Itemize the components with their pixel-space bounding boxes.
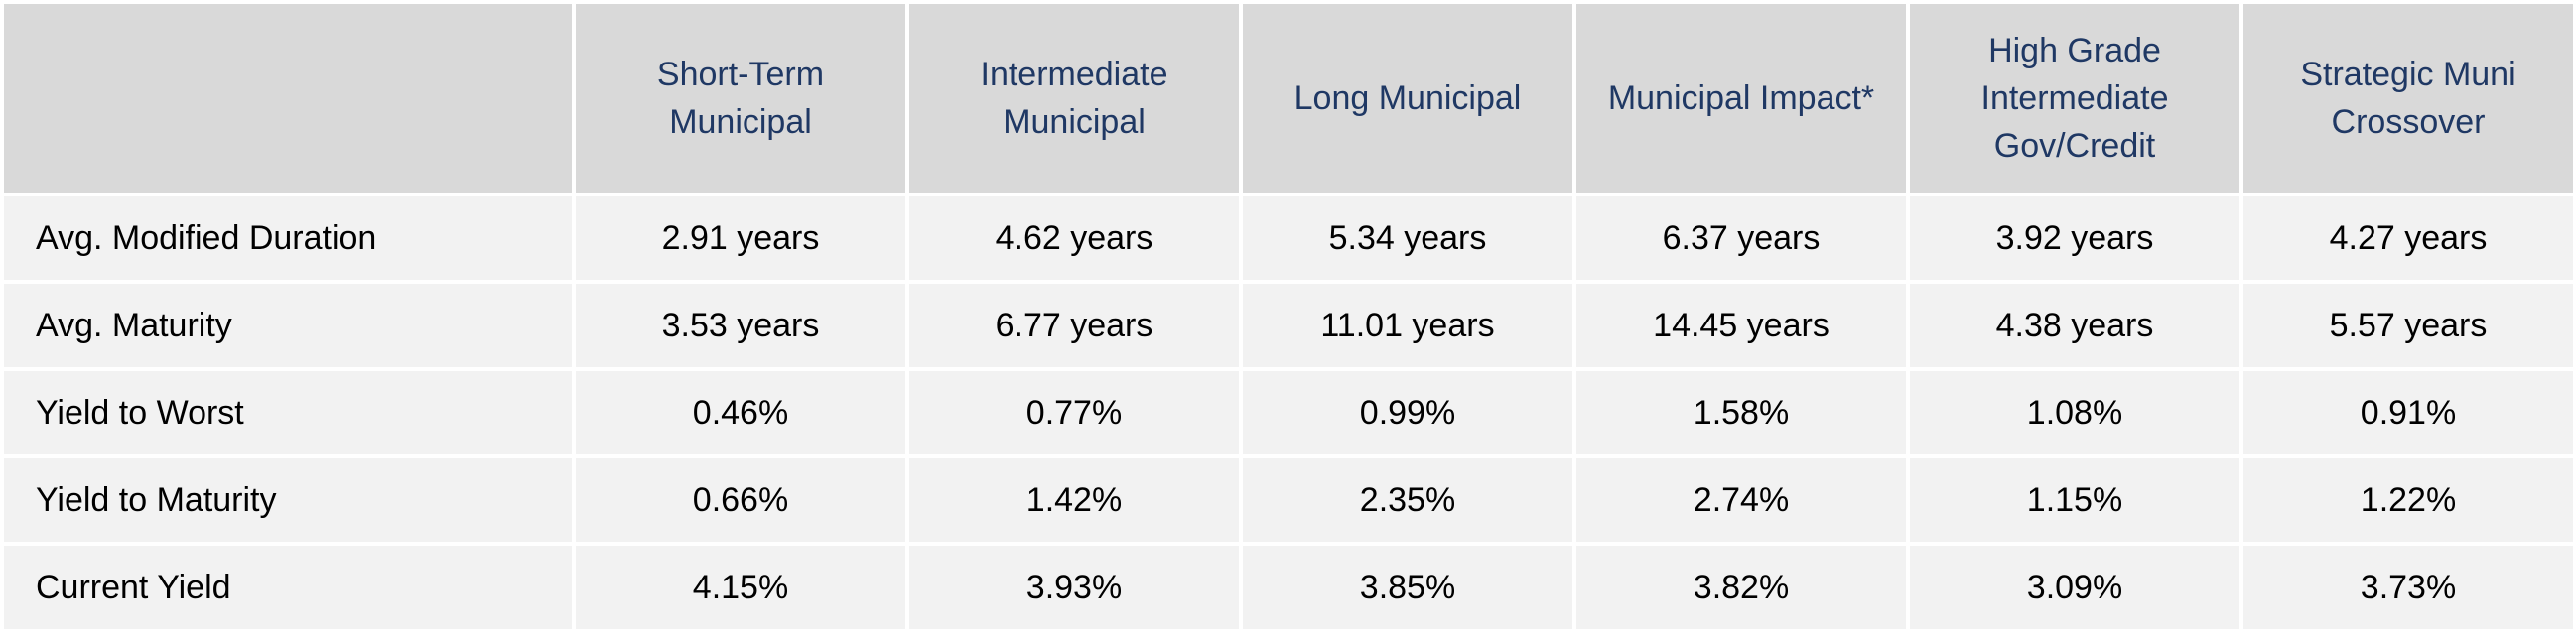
table-cell: 0.46% <box>576 371 905 454</box>
table-cell: 6.77 years <box>909 284 1239 367</box>
table-cell: 3.93% <box>909 546 1239 629</box>
table-cell: 1.58% <box>1576 371 1906 454</box>
column-header-long-municipal: Long Municipal <box>1243 4 1572 193</box>
table-cell: 3.92 years <box>1910 196 2239 280</box>
table-cell: 5.57 years <box>2243 284 2573 367</box>
column-header-intermediate-municipal: Intermediate Municipal <box>909 4 1239 193</box>
table-cell: 3.73% <box>2243 546 2573 629</box>
table-row: Avg. Maturity 3.53 years 6.77 years 11.0… <box>4 284 2573 367</box>
table-row: Avg. Modified Duration 2.91 years 4.62 y… <box>4 196 2573 280</box>
table-cell: 4.38 years <box>1910 284 2239 367</box>
table-row: Yield to Worst 0.46% 0.77% 0.99% 1.58% 1… <box>4 371 2573 454</box>
column-header-short-term-municipal: Short-Term Municipal <box>576 4 905 193</box>
table-cell: 2.91 years <box>576 196 905 280</box>
table-cell: 3.85% <box>1243 546 1572 629</box>
table-cell: 4.62 years <box>909 196 1239 280</box>
column-header-strategic-muni-crossover: Strategic Muni Crossover <box>2243 4 2573 193</box>
table-cell: 3.53 years <box>576 284 905 367</box>
table-cell: 1.22% <box>2243 458 2573 542</box>
table-cell: 3.09% <box>1910 546 2239 629</box>
table-cell: 1.42% <box>909 458 1239 542</box>
column-header-label: Intermediate Municipal <box>980 56 1168 141</box>
column-header-label: Strategic Muni Crossover <box>2300 56 2516 141</box>
table-cell: 2.74% <box>1576 458 1906 542</box>
row-label-avg-modified-duration: Avg. Modified Duration <box>4 196 572 280</box>
row-label-current-yield: Current Yield <box>4 546 572 629</box>
header-corner-cell <box>4 4 572 193</box>
column-header-municipal-impact: Municipal Impact* <box>1576 4 1906 193</box>
table-cell: 3.82% <box>1576 546 1906 629</box>
table-row: Yield to Maturity 0.66% 1.42% 2.35% 2.74… <box>4 458 2573 542</box>
column-header-label: High Grade Intermediate Gov/Credit <box>1980 32 2169 165</box>
row-label-avg-maturity: Avg. Maturity <box>4 284 572 367</box>
table-cell: 4.15% <box>576 546 905 629</box>
row-label-yield-to-maturity: Yield to Maturity <box>4 458 572 542</box>
row-label-yield-to-worst: Yield to Worst <box>4 371 572 454</box>
table-cell: 0.66% <box>576 458 905 542</box>
table-cell: 0.77% <box>909 371 1239 454</box>
table-row: Current Yield 4.15% 3.93% 3.85% 3.82% 3.… <box>4 546 2573 629</box>
table-header-row: Short-Term Municipal Intermediate Munici… <box>4 4 2573 193</box>
table-cell: 14.45 years <box>1576 284 1906 367</box>
column-header-high-grade-intermediate: High Grade Intermediate Gov/Credit <box>1910 4 2239 193</box>
table-cell: 5.34 years <box>1243 196 1572 280</box>
table-cell: 6.37 years <box>1576 196 1906 280</box>
column-header-label: Long Municipal <box>1293 79 1522 117</box>
table-cell: 4.27 years <box>2243 196 2573 280</box>
column-header-label: Short-Term Municipal <box>656 56 825 141</box>
table-cell: 11.01 years <box>1243 284 1572 367</box>
table-cell: 1.08% <box>1910 371 2239 454</box>
table-cell: 0.91% <box>2243 371 2573 454</box>
column-header-label: Municipal Impact* <box>1607 79 1875 117</box>
table-cell: 0.99% <box>1243 371 1572 454</box>
table-cell: 1.15% <box>1910 458 2239 542</box>
table-cell: 2.35% <box>1243 458 1572 542</box>
